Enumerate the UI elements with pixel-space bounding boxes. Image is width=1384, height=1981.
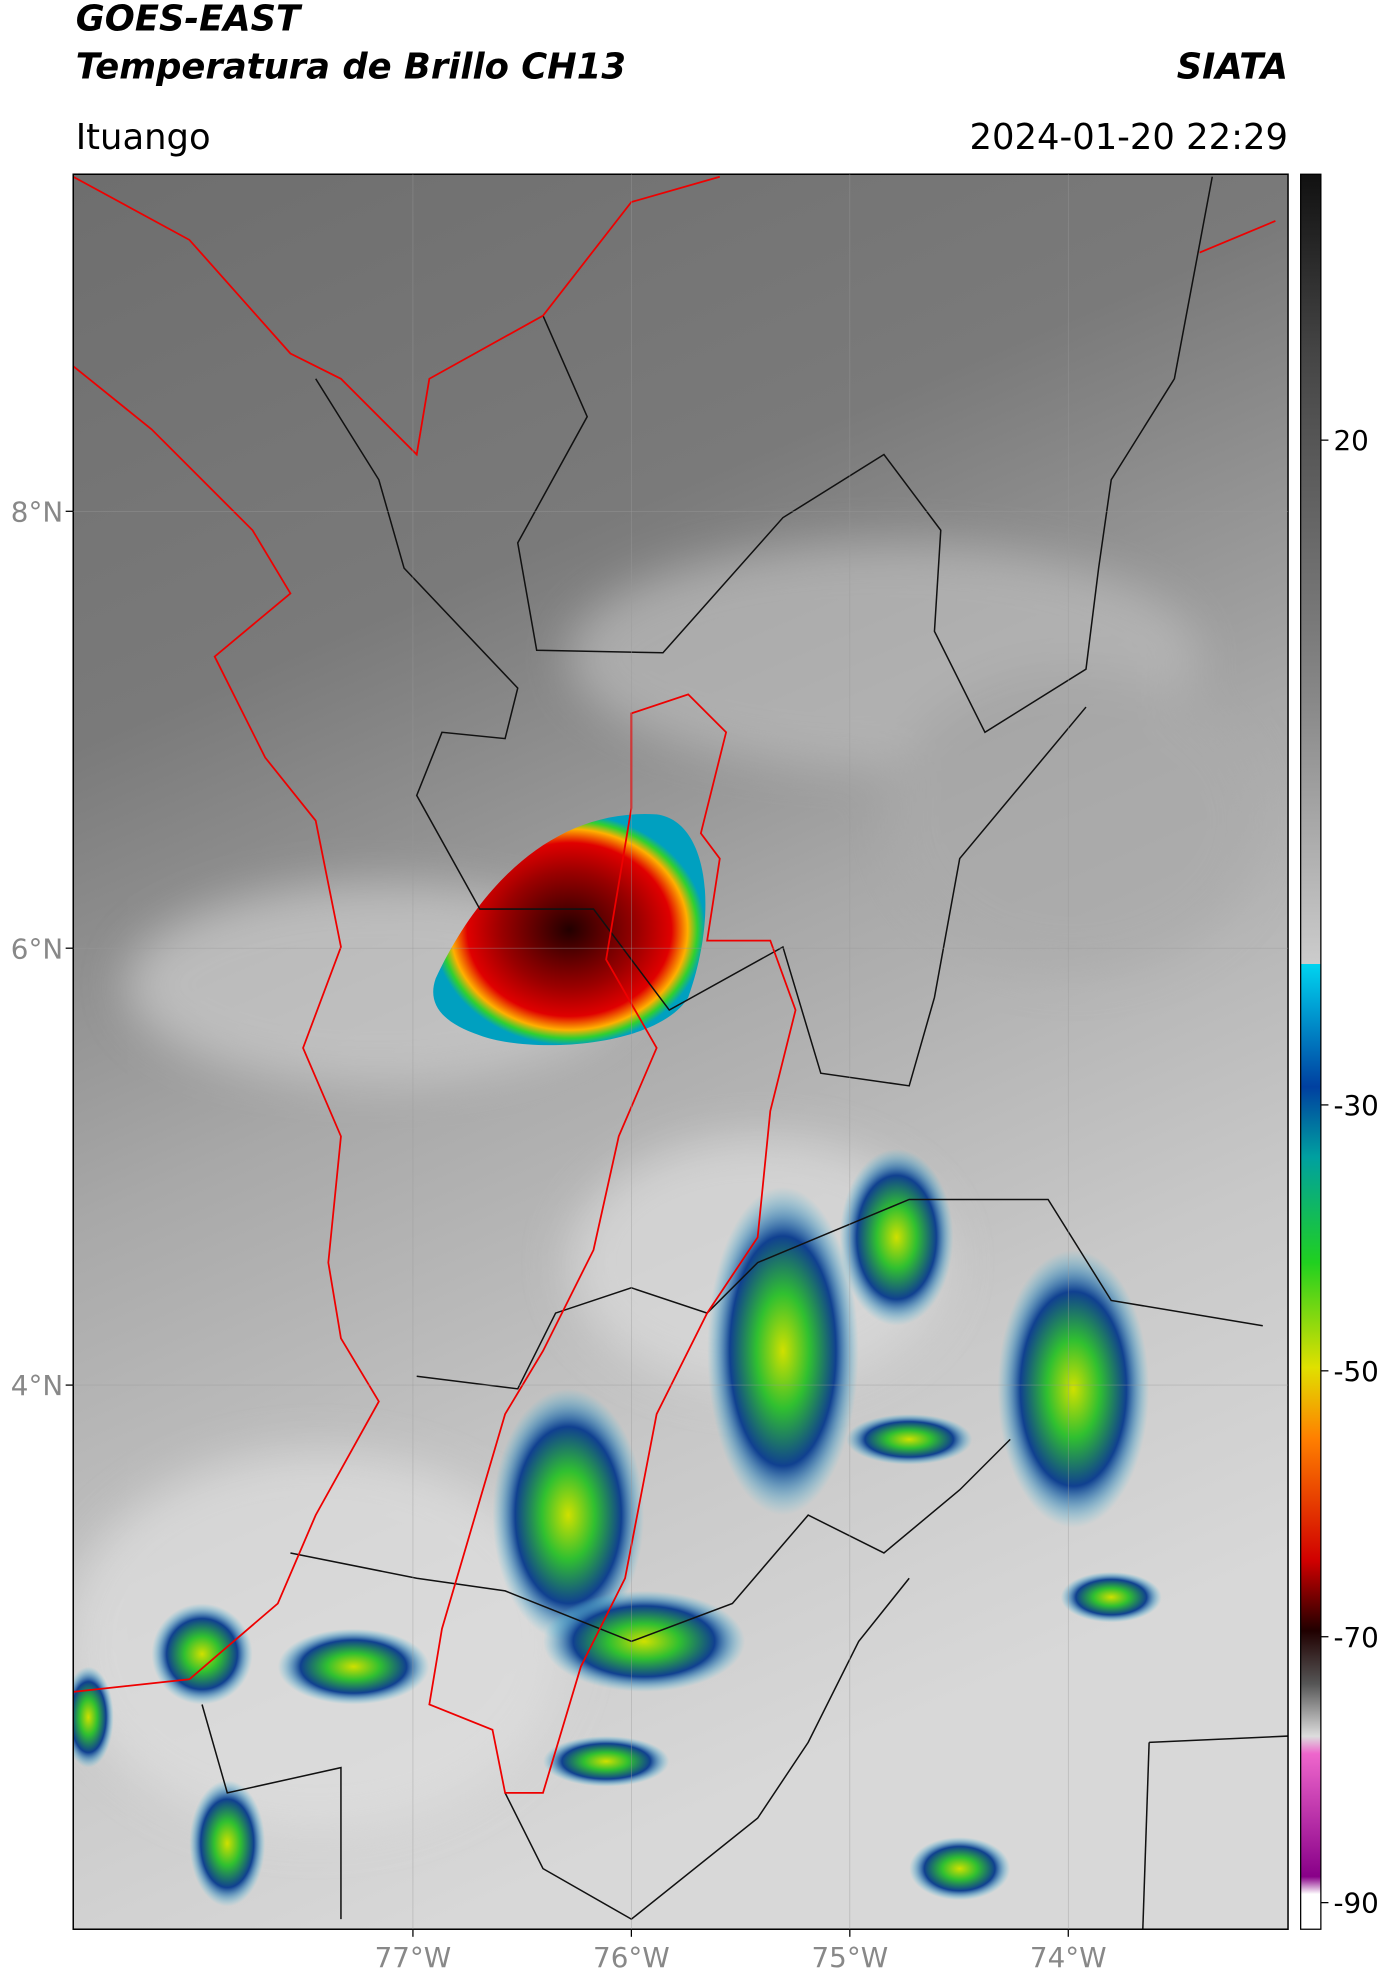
lon-tick-label: 74°W (1030, 1941, 1107, 1974)
lon-tick-label: 76°W (593, 1941, 670, 1974)
colorbar-tick-label: -50 (1333, 1355, 1378, 1388)
colorbar-tick-label: 20 (1333, 424, 1368, 457)
lat-tick-label: 8°N (11, 495, 63, 528)
lat-tick-label: 6°N (11, 932, 63, 965)
colorbar-tick-label: -70 (1333, 1621, 1378, 1654)
map-frame (72, 173, 1289, 1930)
lat-tick-label: 4°N (11, 1369, 63, 1402)
satellite: GOES-EAST (76, 0, 303, 39)
datetime: 2024-01-20 22:29 (970, 117, 1289, 158)
colorbar (1300, 173, 1322, 1930)
product: Temperatura de Brillo CH13 (76, 46, 626, 87)
lon-tick-label: 75°W (811, 1941, 888, 1974)
source: SIATA (1177, 46, 1288, 87)
location: Ituango (76, 117, 211, 158)
lon-tick-label: 77°W (375, 1941, 452, 1974)
colorbar-tick-label: -30 (1333, 1089, 1378, 1122)
colorbar-tick-label: -90 (1333, 1887, 1378, 1920)
satellite-image (73, 174, 1289, 1930)
